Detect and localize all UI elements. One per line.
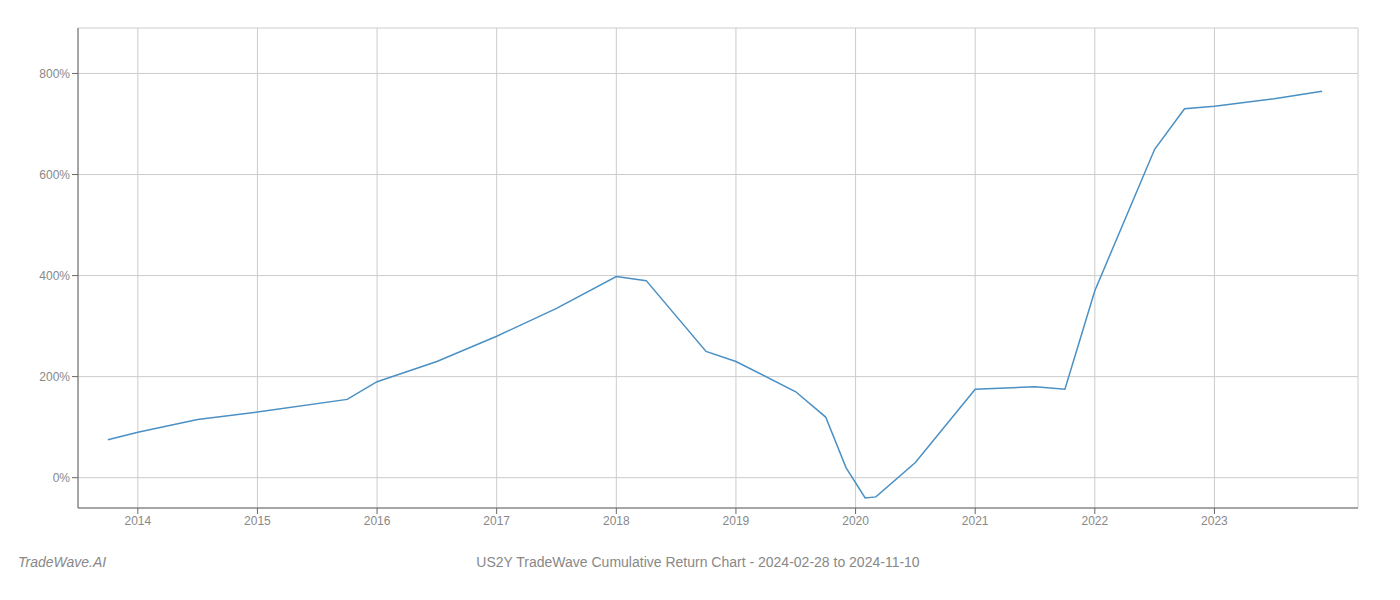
svg-text:2020: 2020 — [842, 514, 869, 528]
svg-text:2019: 2019 — [723, 514, 750, 528]
svg-text:2023: 2023 — [1201, 514, 1228, 528]
svg-text:2016: 2016 — [364, 514, 391, 528]
svg-text:800%: 800% — [39, 67, 70, 81]
svg-text:200%: 200% — [39, 370, 70, 384]
svg-text:2015: 2015 — [244, 514, 271, 528]
svg-text:2014: 2014 — [124, 514, 151, 528]
svg-text:400%: 400% — [39, 269, 70, 283]
html-text:US2Y TradeWave Cumulative Retu: US2Y TradeWave Cumulative Return Chart -… — [476, 554, 920, 570]
html-text:TradeWave.AI: TradeWave.AI — [18, 554, 107, 570]
svg-text:600%: 600% — [39, 168, 70, 182]
svg-text:2021: 2021 — [962, 514, 989, 528]
svg-text:2018: 2018 — [603, 514, 630, 528]
svg-text:0%: 0% — [53, 471, 71, 485]
svg-text:2017: 2017 — [483, 514, 510, 528]
svg-text:2022: 2022 — [1081, 514, 1108, 528]
